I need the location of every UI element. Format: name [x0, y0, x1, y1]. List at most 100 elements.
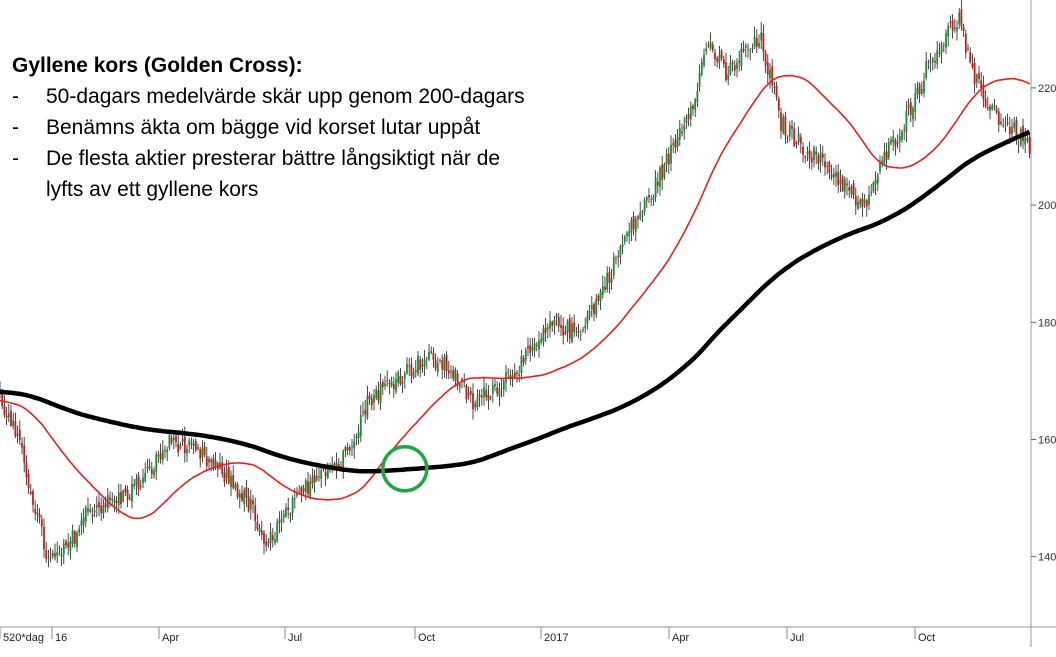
candle-body [337, 464, 340, 467]
candle-body [874, 179, 877, 185]
candle-body [969, 51, 972, 63]
candle-body [456, 373, 459, 386]
candle-body [927, 61, 930, 62]
note-4: lyfts av ett gyllene kors [46, 178, 259, 201]
candle-body [293, 498, 296, 500]
y-tick-label: 140 [1038, 552, 1056, 564]
candle-body [639, 212, 642, 219]
candle-body [265, 541, 268, 547]
candle-body [689, 106, 692, 120]
y-tick-label: 220 [1038, 83, 1056, 95]
candle-body [302, 487, 305, 492]
candle-body [441, 360, 444, 370]
candle-body [36, 511, 39, 516]
candle-body [806, 151, 809, 154]
candle-body [472, 393, 474, 410]
candle-body [824, 161, 826, 168]
candle-body [144, 472, 147, 482]
candle-body [1015, 119, 1018, 141]
candle-body [729, 63, 732, 75]
candle-body [91, 514, 94, 517]
candle-body [502, 380, 505, 390]
candle-body [69, 541, 72, 552]
candle-body [762, 32, 765, 52]
candle-body [793, 128, 796, 146]
y-tick-label: 160 [1038, 434, 1056, 446]
candle-body [839, 179, 842, 184]
candle-body [775, 85, 778, 98]
annotation-box: Gyllene kors (Golden Cross): - 50-dagars … [12, 50, 612, 205]
candle-body [395, 378, 397, 392]
candle-body [513, 372, 516, 378]
candle-body [120, 491, 122, 505]
candle-body [799, 136, 802, 144]
bullet: - [12, 85, 19, 108]
candle-body [621, 243, 624, 247]
candle-body [590, 305, 593, 310]
candle-body [366, 395, 369, 418]
candle-body [925, 61, 928, 78]
candle-body [529, 345, 532, 353]
candle-body [978, 73, 980, 79]
candle-body [769, 69, 771, 79]
candle-body [707, 45, 710, 47]
candle-body [764, 52, 767, 66]
candle-body [315, 476, 318, 480]
bullet [12, 174, 46, 205]
candle-body [606, 272, 609, 290]
candle-body [896, 142, 899, 144]
candle-body [241, 493, 243, 501]
candle-body [186, 448, 188, 454]
candle-body [637, 216, 639, 220]
candle-body [700, 61, 703, 75]
candle-body [648, 195, 650, 198]
candle-body [837, 171, 840, 185]
candle-body [93, 510, 96, 513]
candle-body [577, 331, 580, 333]
candle-body [991, 105, 994, 110]
candle-body [199, 449, 202, 459]
candle-body [258, 528, 261, 533]
candle-body [254, 505, 257, 521]
candle-body [43, 526, 45, 550]
candle-body [5, 415, 8, 418]
candle-body [425, 358, 428, 360]
x-tick-label: Apr [162, 632, 179, 644]
candle-body [918, 84, 921, 94]
candle-body [25, 463, 28, 477]
candle-body [177, 443, 180, 453]
candle-body [170, 437, 173, 443]
candle-body [208, 458, 210, 463]
candle-body [599, 291, 602, 302]
candle-body [692, 105, 694, 109]
bullet: - [12, 116, 19, 139]
candle-body [588, 310, 591, 317]
candle-body [773, 87, 776, 88]
candle-body [1017, 142, 1020, 144]
candle-body [384, 383, 386, 386]
candle-body [652, 197, 655, 201]
candle-body [507, 371, 510, 373]
candle-body [892, 136, 895, 143]
candle-body [29, 491, 32, 494]
candle-body [494, 384, 496, 386]
candle-body [139, 485, 142, 487]
candle-body [56, 552, 59, 557]
candle-body [117, 492, 120, 506]
candle-body [375, 389, 378, 398]
candle-body [705, 48, 708, 52]
x-tick-label: Oct [918, 632, 935, 644]
candle-body [377, 390, 380, 401]
candle-body [450, 371, 452, 373]
note-1: 50-dagars medelvärde skär upp genom 200-… [46, 85, 525, 108]
chart-title: Gyllene kors (Golden Cross): [12, 54, 303, 77]
candle-body [516, 372, 518, 375]
candle-body [912, 108, 914, 120]
candle-body [901, 131, 903, 140]
candle-body [579, 334, 582, 336]
candle-body [1028, 137, 1031, 154]
candle-body [711, 44, 714, 51]
candle-body [131, 483, 133, 502]
candle-body [353, 441, 356, 449]
note-row: lyfts av ett gyllene kors [12, 174, 612, 205]
